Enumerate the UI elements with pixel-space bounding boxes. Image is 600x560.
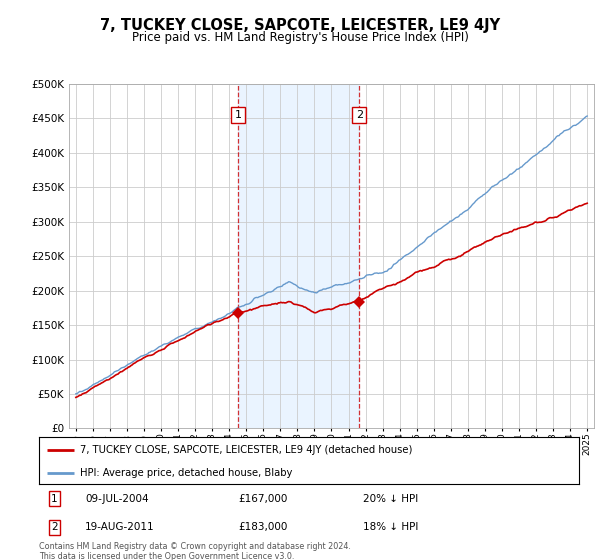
Text: 19-AUG-2011: 19-AUG-2011	[85, 522, 155, 533]
Text: £183,000: £183,000	[239, 522, 288, 533]
Text: 20% ↓ HPI: 20% ↓ HPI	[363, 493, 418, 503]
Text: 1: 1	[51, 493, 58, 503]
Text: 09-JUL-2004: 09-JUL-2004	[85, 493, 149, 503]
Text: Contains HM Land Registry data © Crown copyright and database right 2024.
This d: Contains HM Land Registry data © Crown c…	[39, 542, 351, 560]
Text: 18% ↓ HPI: 18% ↓ HPI	[363, 522, 418, 533]
Text: 7, TUCKEY CLOSE, SAPCOTE, LEICESTER, LE9 4JY: 7, TUCKEY CLOSE, SAPCOTE, LEICESTER, LE9…	[100, 18, 500, 33]
Text: HPI: Average price, detached house, Blaby: HPI: Average price, detached house, Blab…	[79, 468, 292, 478]
Text: 2: 2	[356, 110, 363, 120]
Bar	[238, 84, 359, 428]
Text: 7, TUCKEY CLOSE, SAPCOTE, LEICESTER, LE9 4JY (detached house): 7, TUCKEY CLOSE, SAPCOTE, LEICESTER, LE9…	[79, 445, 412, 455]
Text: 2: 2	[51, 522, 58, 533]
Text: £167,000: £167,000	[239, 493, 288, 503]
Text: 1: 1	[235, 110, 242, 120]
Text: Price paid vs. HM Land Registry's House Price Index (HPI): Price paid vs. HM Land Registry's House …	[131, 31, 469, 44]
